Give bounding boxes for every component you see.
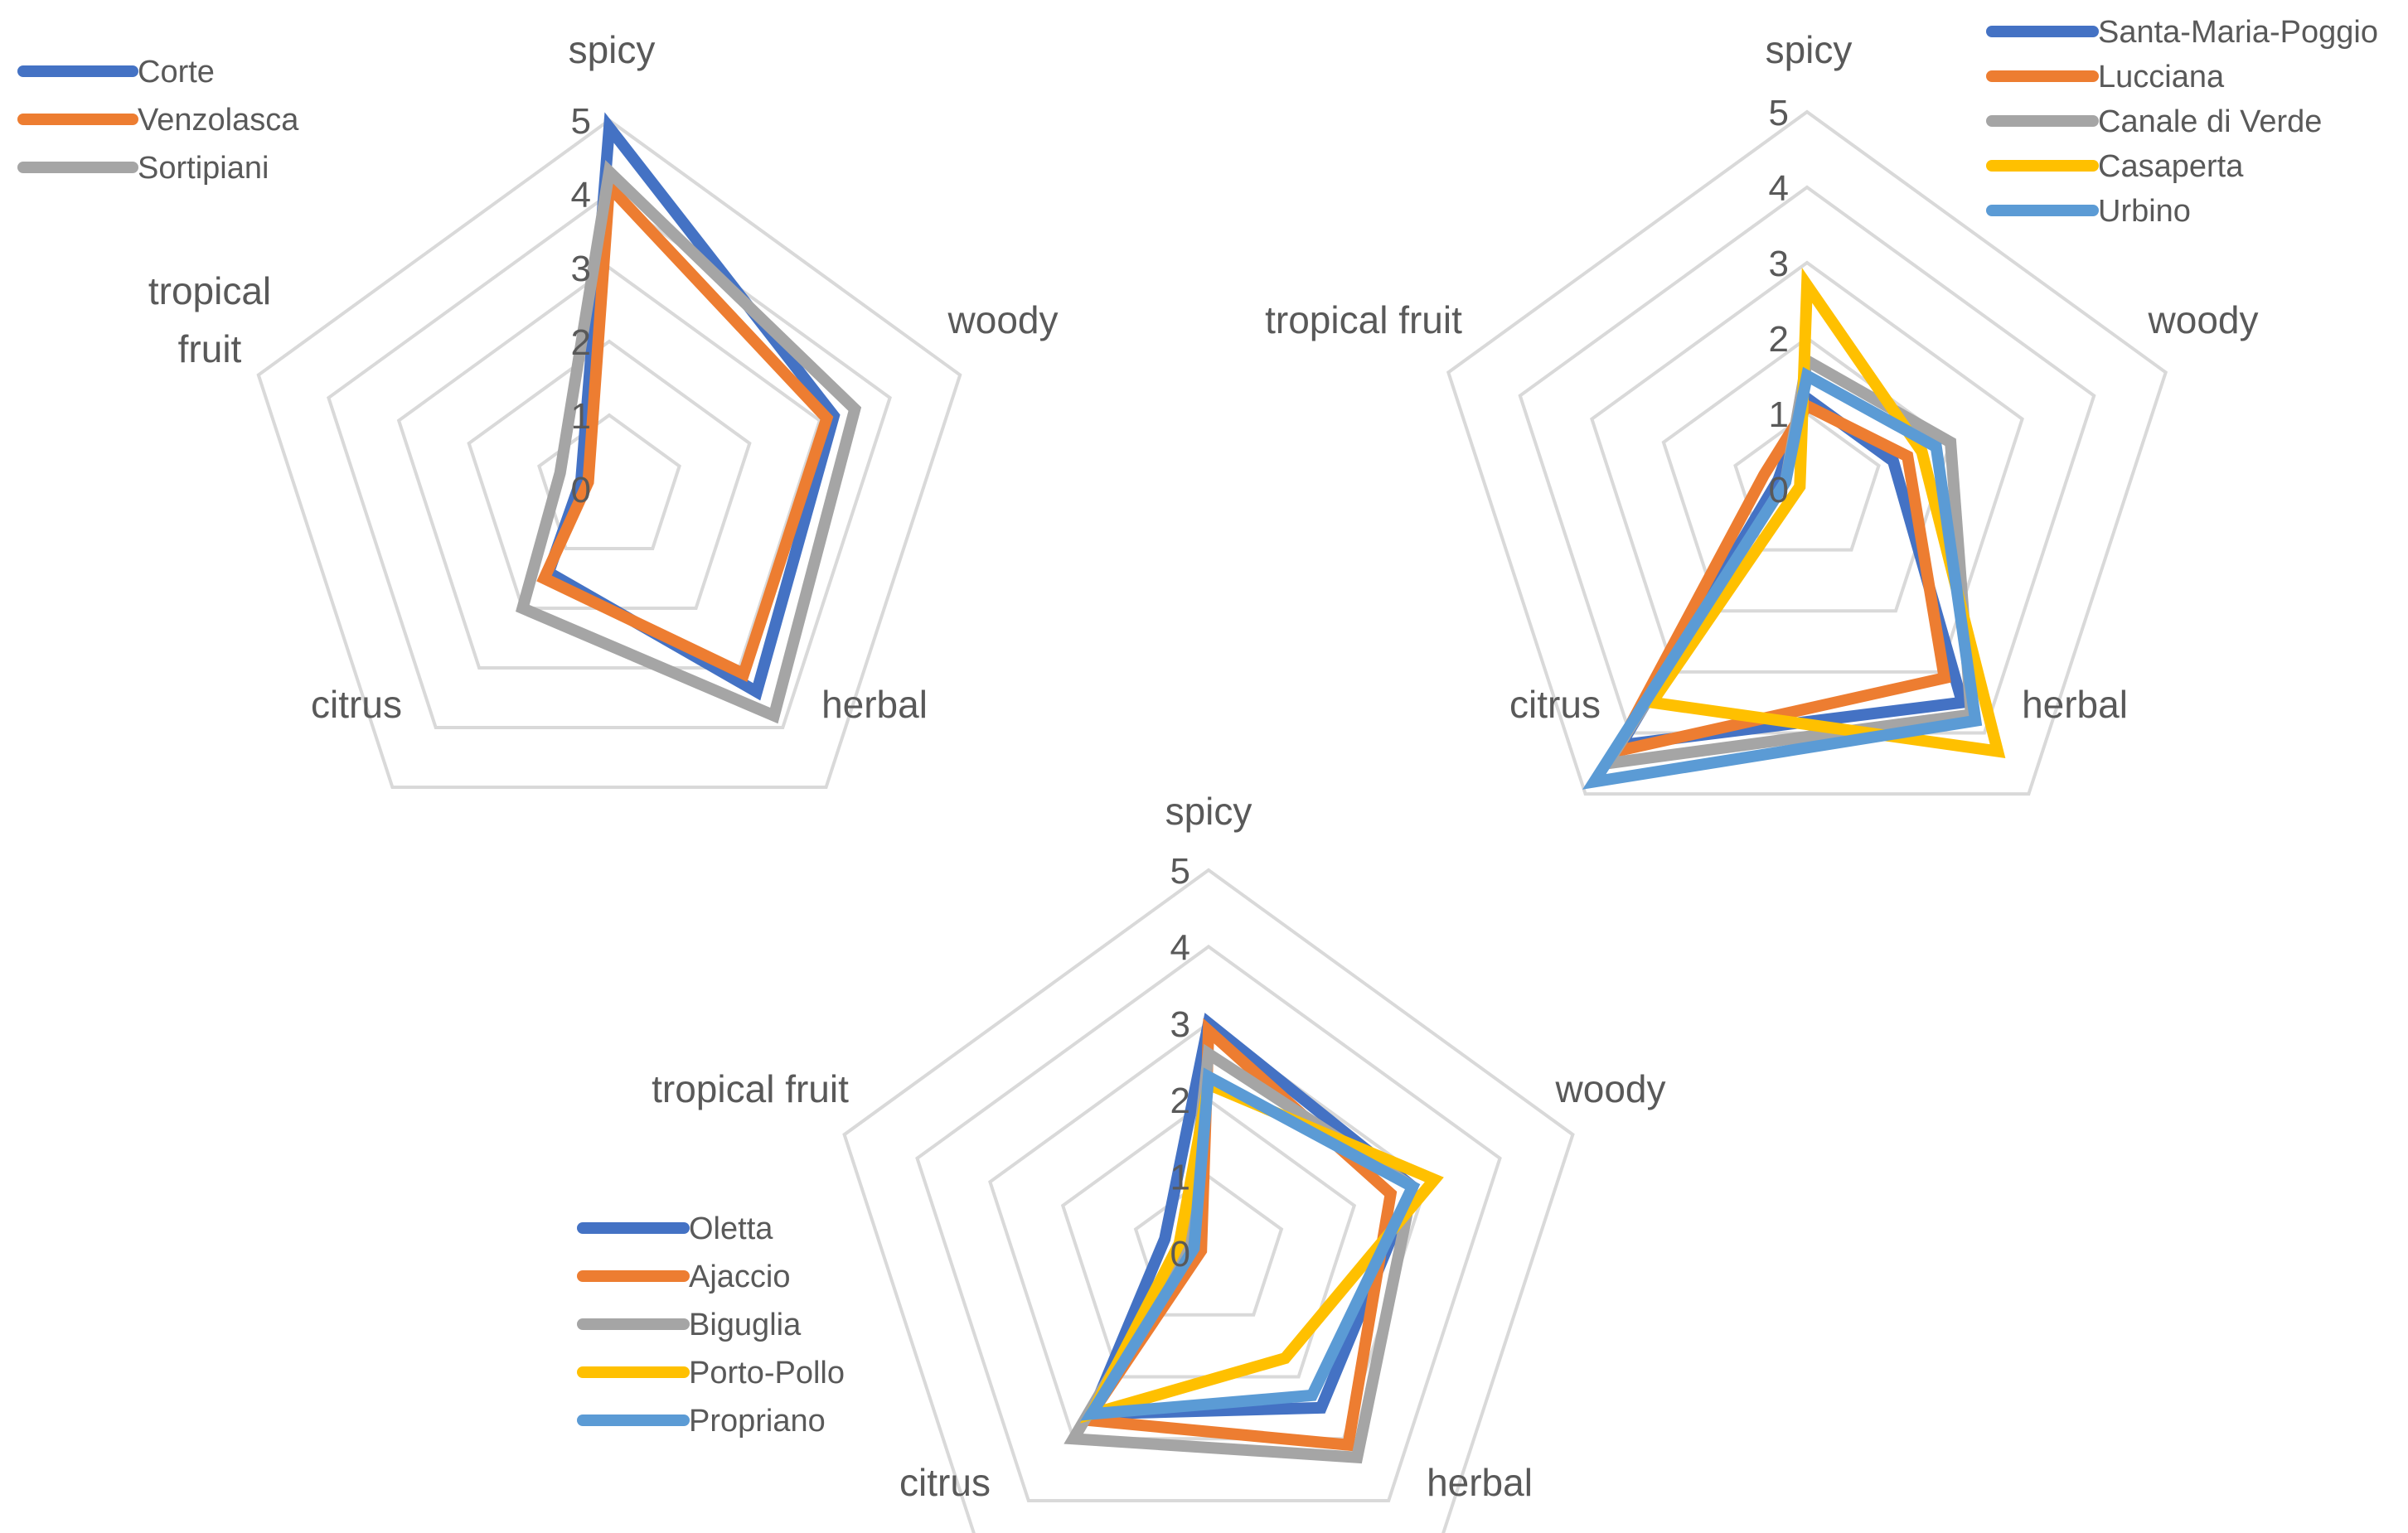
tick-label: 0 [571,470,591,510]
legend-label: Porto-Pollo [689,1356,845,1390]
series-sortipiani [516,159,862,724]
tick-label: 4 [571,175,591,215]
tick-label: 2 [571,322,591,363]
axis-label-spicy: spicy [569,28,656,71]
legend-label: Sortipiani [138,151,269,186]
tick-label: 3 [571,249,591,289]
tick-label: 1 [1769,394,1789,435]
radar-chart-2: 0 1 2 3 4 5 spicy woody herbal citrus tropical fru… [1265,15,2378,796]
legend: Oletta Ajaccio Biguglia Porto-Pollo Proprian… [577,1211,845,1439]
legend-label: Casaperta [2098,149,2244,184]
legend: Corte Venzolasca Sortipiani [17,55,299,186]
tick-label: 1 [571,396,591,437]
tick-label: 4 [1769,168,1789,209]
axis-label-spicy: spicy [1766,28,1853,71]
tick-label: 2 [1769,319,1789,360]
tick-label: 5 [1170,851,1190,892]
axis-label-woody: woody [947,298,1059,341]
axis-label-woody: woody [1555,1067,1666,1110]
radar-chart-1: 0 1 2 3 4 5 spicy woody herbal citrus tropical frui… [17,28,1059,789]
axis-label-tropical-fruit: tropical fruit [652,1067,849,1110]
radar-chart-3: 0 1 2 3 4 5 spicy woody herbal citrus tropical fru… [577,790,1666,1533]
grid-ring-5 [1446,109,2168,796]
grid-ring-5 [842,868,1575,1533]
series-urbino [1582,366,1983,790]
legend-label: Venzolasca [138,103,299,138]
tick-label: 3 [1170,1004,1190,1045]
grid-ring-3 [1590,260,2024,674]
tick-label: 0 [1769,470,1789,510]
grid-ring-3 [396,265,822,670]
legend-label: Lucciana [2098,60,2225,94]
grid-ring-2 [467,339,752,610]
tick-label: 5 [1769,93,1789,133]
axis-label-spicy: spicy [1165,790,1252,833]
axis-label-citrus: citrus [899,1461,991,1504]
legend-label: Biguglia [689,1308,802,1342]
grid-ring-1 [1733,411,1881,552]
tick-label: 0 [1170,1234,1190,1274]
axis-label-herbal: herbal [821,683,928,726]
series-venzolasca [536,172,834,682]
axis-label-citrus: citrus [1509,683,1601,726]
tick-label: 3 [1769,244,1789,284]
tick-label: 5 [571,101,591,142]
series-porto-pollo [1080,1076,1444,1424]
axis-label-woody: woody [2148,298,2259,341]
grid-ring-1 [1133,1174,1284,1317]
legend-label: Santa-Maria-Poggio [2098,15,2378,50]
axis-label-herbal: herbal [2022,683,2128,726]
legend-label: Canale di Verde [2098,104,2322,139]
legend-label: Oletta [689,1211,773,1246]
grid-ring-4 [915,944,1502,1502]
legend-label: Propriano [689,1404,826,1439]
grid-ring-1 [537,413,681,550]
axis-label-tropical-fruit: tropical fruit [148,269,271,370]
series-lucciana [1605,398,1951,760]
legend-label: Corte [138,55,215,89]
axis-label-tropical-fruit: tropical fruit [1265,298,1462,341]
legend: Santa-Maria-Poggio Lucciana Canale di Verd… [1986,15,2378,229]
axis-label-citrus: citrus [311,683,402,726]
tick-label: 4 [1170,927,1190,968]
grid-ring-5 [256,118,962,789]
legend-label: Ajaccio [689,1260,791,1294]
legend-label: Urbino [2098,194,2191,229]
axis-label-herbal: herbal [1427,1461,1533,1504]
tick-label: 2 [1170,1081,1190,1121]
tick-label: 1 [1170,1158,1190,1198]
grid-ring-4 [327,191,892,729]
series-propriano [1080,1067,1421,1421]
